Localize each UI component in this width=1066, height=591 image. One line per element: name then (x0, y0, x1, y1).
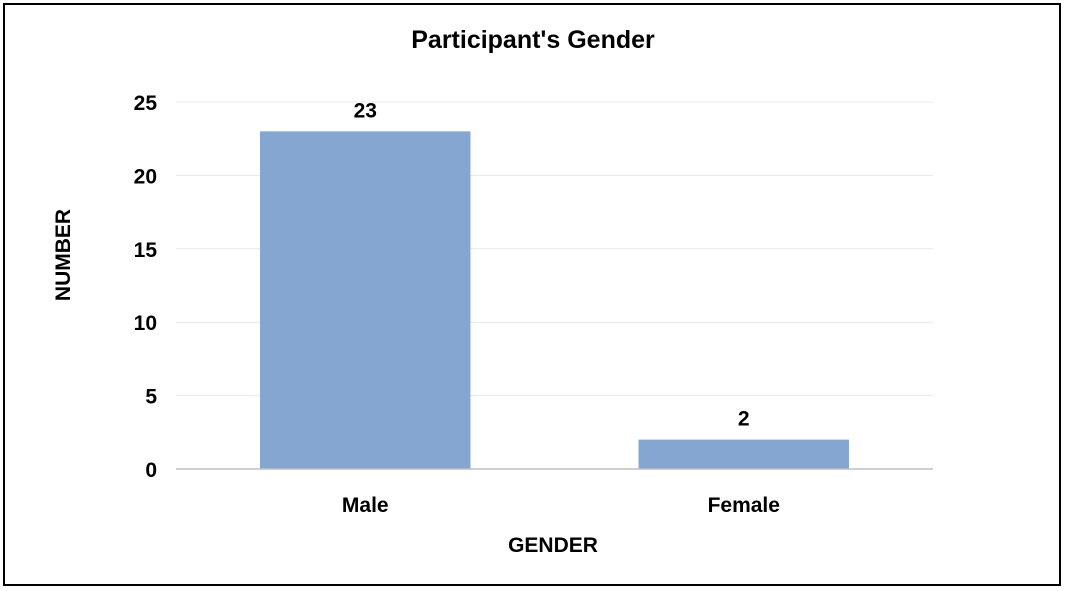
y-tick-label: 25 (134, 92, 158, 115)
data-label: 23 (354, 99, 377, 122)
data-labels: 23 2 (354, 99, 750, 430)
x-tick-label: Male (342, 494, 389, 517)
y-tick-labels: 0 5 10 15 20 25 (134, 92, 158, 482)
y-tick-label: 10 (134, 312, 157, 335)
y-tick-label: 20 (134, 165, 157, 188)
x-tick-labels: Male Female (342, 494, 780, 517)
y-tick-label: 5 (145, 386, 157, 409)
x-tick-label: Female (708, 494, 780, 517)
chart-frame (3, 3, 1061, 586)
y-tick-label: 15 (134, 239, 158, 262)
bars (260, 131, 849, 470)
y-axis-title: NUMBER (52, 209, 75, 301)
data-label: 2 (738, 408, 750, 431)
bar-female (638, 439, 849, 469)
x-axis-title: GENDER (508, 534, 598, 557)
chart-title: Participant's Gender (411, 26, 655, 54)
bar-male (260, 131, 471, 470)
y-tick-label: 0 (145, 459, 157, 482)
